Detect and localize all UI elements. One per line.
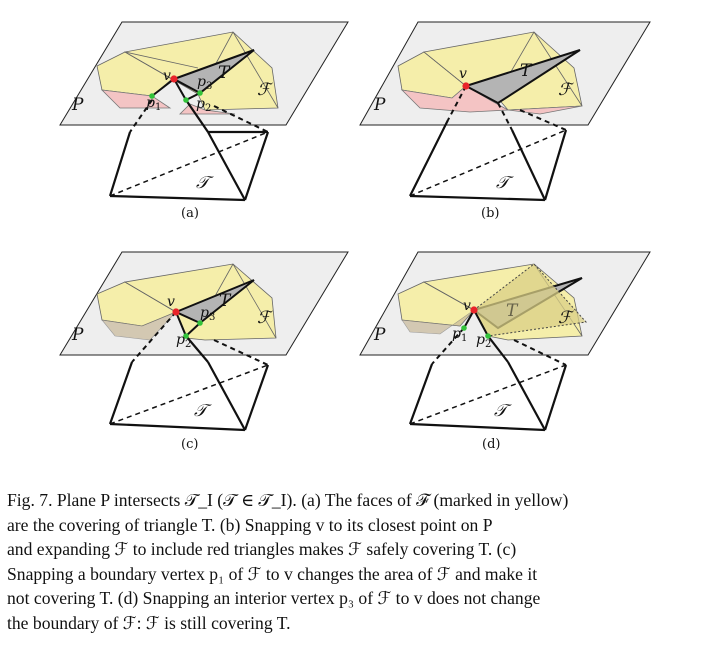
vertex-p1 (149, 93, 155, 99)
caption-line: Snapping a boundary vertex p₁ of ℱ to v … (7, 563, 538, 584)
vertex-v (170, 75, 178, 83)
label-T: T (520, 61, 533, 81)
label-p1: p1 (452, 326, 467, 344)
label-F: ℱ (558, 308, 575, 328)
panel-d: v p1 p2 T ℱ P 𝒯 (d) (359, 251, 651, 452)
label-v: v (163, 68, 171, 84)
label-tetrahedron: 𝒯 (194, 401, 212, 421)
label-F: ℱ (257, 308, 274, 328)
vertex-v (470, 306, 478, 314)
label-p3: p3 (197, 74, 212, 92)
caption-a: (a) (181, 206, 199, 221)
caption-line: and expanding ℱ to include red triangles… (7, 539, 517, 559)
caption-d: (d) (482, 437, 500, 452)
tetrahedron (408, 327, 568, 432)
label-p1: p1 (146, 95, 161, 113)
vertex-v (462, 82, 470, 90)
caption-c: (c) (181, 437, 198, 452)
vertex-p1 (461, 325, 467, 331)
caption-line: Fig. 7. Plane P intersects 𝒯_I (𝒯 ∈ 𝒯_I)… (7, 490, 569, 510)
panel-b: v T ℱ P 𝒯 (b) (359, 21, 651, 221)
vertex-p3 (197, 90, 203, 96)
label-p3: p3 (200, 305, 215, 323)
label-tetrahedron: 𝒯 (494, 401, 512, 421)
panel-a: v p1 p2 p3 T ℱ P 𝒯 (a) (59, 21, 349, 221)
intersection-polyline (151, 77, 201, 102)
label-P: P (373, 325, 386, 345)
label-F: ℱ (558, 80, 575, 100)
figure-caption: Fig. 7. Plane P intersects 𝒯_I (𝒯 ∈ 𝒯_I)… (7, 488, 697, 635)
label-p2: p2 (176, 332, 191, 350)
label-v: v (167, 294, 175, 310)
figure-7-diagram: v p1 p2 p3 T ℱ P 𝒯 (a) (59, 21, 651, 452)
label-P: P (373, 95, 386, 115)
label-v: v (459, 66, 467, 82)
label-P: P (71, 95, 84, 115)
label-tetrahedron: 𝒯 (496, 173, 514, 193)
triangle-T (173, 279, 255, 325)
label-F: ℱ (257, 80, 274, 100)
tetrahedron (409, 85, 568, 202)
vertex-v (172, 308, 180, 316)
caption-line: the boundary of ℱ: ℱ is still covering T… (7, 612, 291, 633)
label-v: v (463, 298, 471, 314)
vertex-p2 (183, 97, 189, 103)
label-p2: p2 (476, 332, 491, 350)
vertex-p2 (183, 333, 189, 339)
caption-line: not covering T. (d) Snapping an interior… (7, 588, 541, 608)
label-tetrahedron: 𝒯 (196, 173, 214, 193)
label-T: T (506, 301, 519, 321)
dotted-faces (473, 263, 587, 337)
caption-line: are the covering of triangle T. (b) Snap… (7, 514, 493, 535)
triangle-T (171, 49, 255, 95)
caption-b: (b) (481, 206, 499, 221)
tetrahedron (108, 311, 270, 432)
vertex-p3 (197, 320, 203, 326)
label-P: P (71, 325, 84, 345)
label-p2: p2 (196, 96, 211, 114)
red-triangles (100, 89, 172, 109)
vertex-p2 (485, 333, 491, 339)
tetrahedron (108, 99, 270, 202)
label-T: T (219, 291, 232, 311)
label-T: T (218, 63, 231, 83)
panel-c: v p2 p3 T ℱ P 𝒯 (c) (59, 251, 349, 452)
triangle-T (463, 49, 581, 105)
